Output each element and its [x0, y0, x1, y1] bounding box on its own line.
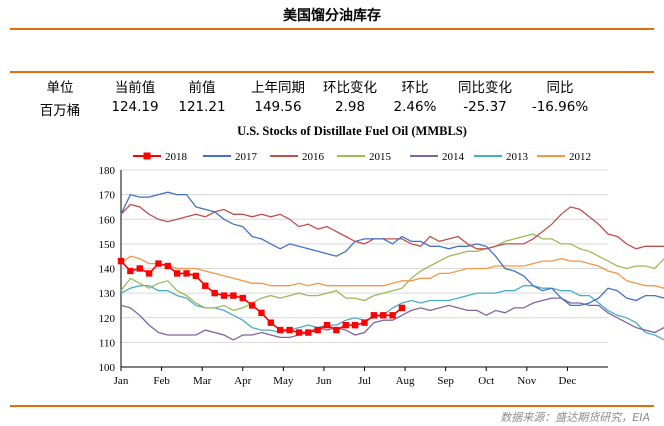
header-unit: 单位	[46, 80, 74, 96]
legend-label-2013: 2013	[506, 151, 529, 163]
chart-legend: 2018 2017 2016 2015 2014 2013 2012	[133, 151, 591, 163]
header-yoy-pct: 同比	[546, 80, 574, 96]
point-2018	[370, 312, 378, 319]
series-line-2015	[120, 233, 664, 312]
y-tick-label: 130	[99, 288, 116, 300]
point-2018	[136, 265, 143, 272]
header-divider	[10, 71, 654, 73]
point-2018	[211, 289, 218, 297]
x-tick-label: Feb	[153, 375, 170, 387]
series-line-2016	[120, 203, 664, 250]
stats-value-row: 百万桶 124.19 121.21 149.56 2.98 2.46% -25.…	[20, 99, 620, 119]
x-tick-label: Jan	[114, 375, 129, 387]
bottom-divider	[10, 405, 654, 407]
point-2018	[314, 326, 321, 334]
y-tick-label: 100	[99, 362, 116, 374]
chart-title: U.S. Stocks of Distillate Fuel Oil (MMBL…	[237, 124, 467, 138]
y-tick-label: 140	[99, 264, 116, 276]
point-2018	[239, 294, 246, 302]
point-2018	[295, 329, 303, 336]
x-tick-label: Oct	[478, 375, 494, 387]
top-divider	[10, 28, 654, 30]
value-yoy-pct: -16.96%	[531, 99, 589, 115]
header-wow-pct: 环比	[401, 80, 429, 96]
point-2018	[267, 319, 275, 326]
point-2018	[230, 292, 237, 299]
y-tick-label: 150	[99, 239, 116, 251]
header-previous: 前值	[188, 80, 216, 96]
value-previous: 121.21	[178, 99, 226, 115]
plot-area	[117, 191, 664, 341]
legend-marker-2018	[143, 152, 151, 160]
distillate-stocks-chart: U.S. Stocks of Distillate Fuel Oil (MMBL…	[99, 124, 664, 387]
series-line-2013	[120, 285, 664, 341]
value-last-year: 149.56	[254, 99, 302, 115]
point-2018	[155, 260, 162, 267]
point-2018	[351, 321, 359, 329]
legend-label-2016: 2016	[302, 151, 325, 163]
point-2018	[220, 292, 228, 299]
value-yoy-change: -25.37	[463, 99, 507, 115]
point-2018	[286, 326, 293, 334]
series-line-2014	[120, 297, 664, 341]
point-2018	[305, 329, 312, 336]
page-title: 美国馏分油库存	[283, 8, 381, 24]
point-2018	[361, 319, 368, 326]
point-2018	[380, 312, 387, 319]
x-tick-label: Sep	[437, 375, 454, 387]
value-unit: 百万桶	[39, 103, 81, 119]
point-2018	[389, 312, 396, 319]
point-2018	[248, 302, 256, 309]
point-2018	[398, 304, 406, 312]
x-axis: Jan Feb Mar Apr May Jun Jul Aug Sep Oct Nov Dec	[114, 366, 608, 387]
point-2018	[333, 326, 340, 334]
point-2018	[192, 272, 200, 280]
point-2018	[145, 270, 153, 277]
x-tick-label: Dec	[559, 375, 577, 387]
x-tick-label: May	[273, 375, 294, 387]
header-current: 当前值	[114, 80, 156, 96]
series-line-2012	[120, 255, 664, 289]
header-yoy-change: 同比变化	[458, 80, 512, 96]
series-line-2018	[120, 260, 403, 334]
value-wow-pct: 2.46%	[393, 99, 437, 115]
y-tick-label: 120	[99, 313, 116, 325]
legend-label-2017: 2017	[235, 151, 258, 163]
x-tick-label: Nov	[517, 375, 536, 387]
chart-grid	[121, 169, 608, 343]
point-2018	[323, 321, 331, 329]
series-line-2017	[120, 191, 664, 307]
x-tick-label: Jul	[358, 375, 371, 387]
x-tick-label: Apr	[234, 375, 251, 387]
stats-header-row: 单位 当前值 前值 上年同期 环比变化 环比 同比变化 同比	[20, 76, 620, 96]
y-axis: 100 110 120 130 140 150 160 170 180	[99, 165, 122, 374]
y-tick-label: 180	[99, 165, 116, 177]
legend-label-2014: 2014	[442, 151, 465, 163]
y-tick-label: 170	[99, 190, 116, 202]
legend-label-2012: 2012	[569, 151, 591, 163]
point-2018	[117, 257, 125, 265]
point-2018	[202, 282, 209, 289]
point-2018	[164, 262, 172, 270]
x-tick-label: Aug	[396, 375, 415, 387]
source-note: 数据来源：盛达期货研究，EIA	[500, 411, 650, 424]
y-tick-label: 160	[99, 214, 116, 226]
x-tick-label: Jun	[316, 375, 332, 387]
y-tick-label: 110	[99, 337, 116, 349]
value-current: 124.19	[111, 99, 159, 115]
point-2018	[277, 326, 284, 334]
point-2018	[127, 267, 134, 275]
header-wow-change: 环比变化	[323, 80, 377, 96]
value-wow-change: 2.98	[334, 99, 366, 115]
point-2018	[258, 309, 265, 317]
point-2018	[342, 321, 349, 329]
point-2018	[173, 270, 181, 277]
legend-label-2015: 2015	[369, 151, 392, 163]
x-tick-label: Mar	[193, 375, 212, 387]
point-2018	[183, 270, 190, 277]
legend-label-2018: 2018	[165, 151, 188, 163]
header-last-year: 上年同期	[251, 80, 305, 96]
